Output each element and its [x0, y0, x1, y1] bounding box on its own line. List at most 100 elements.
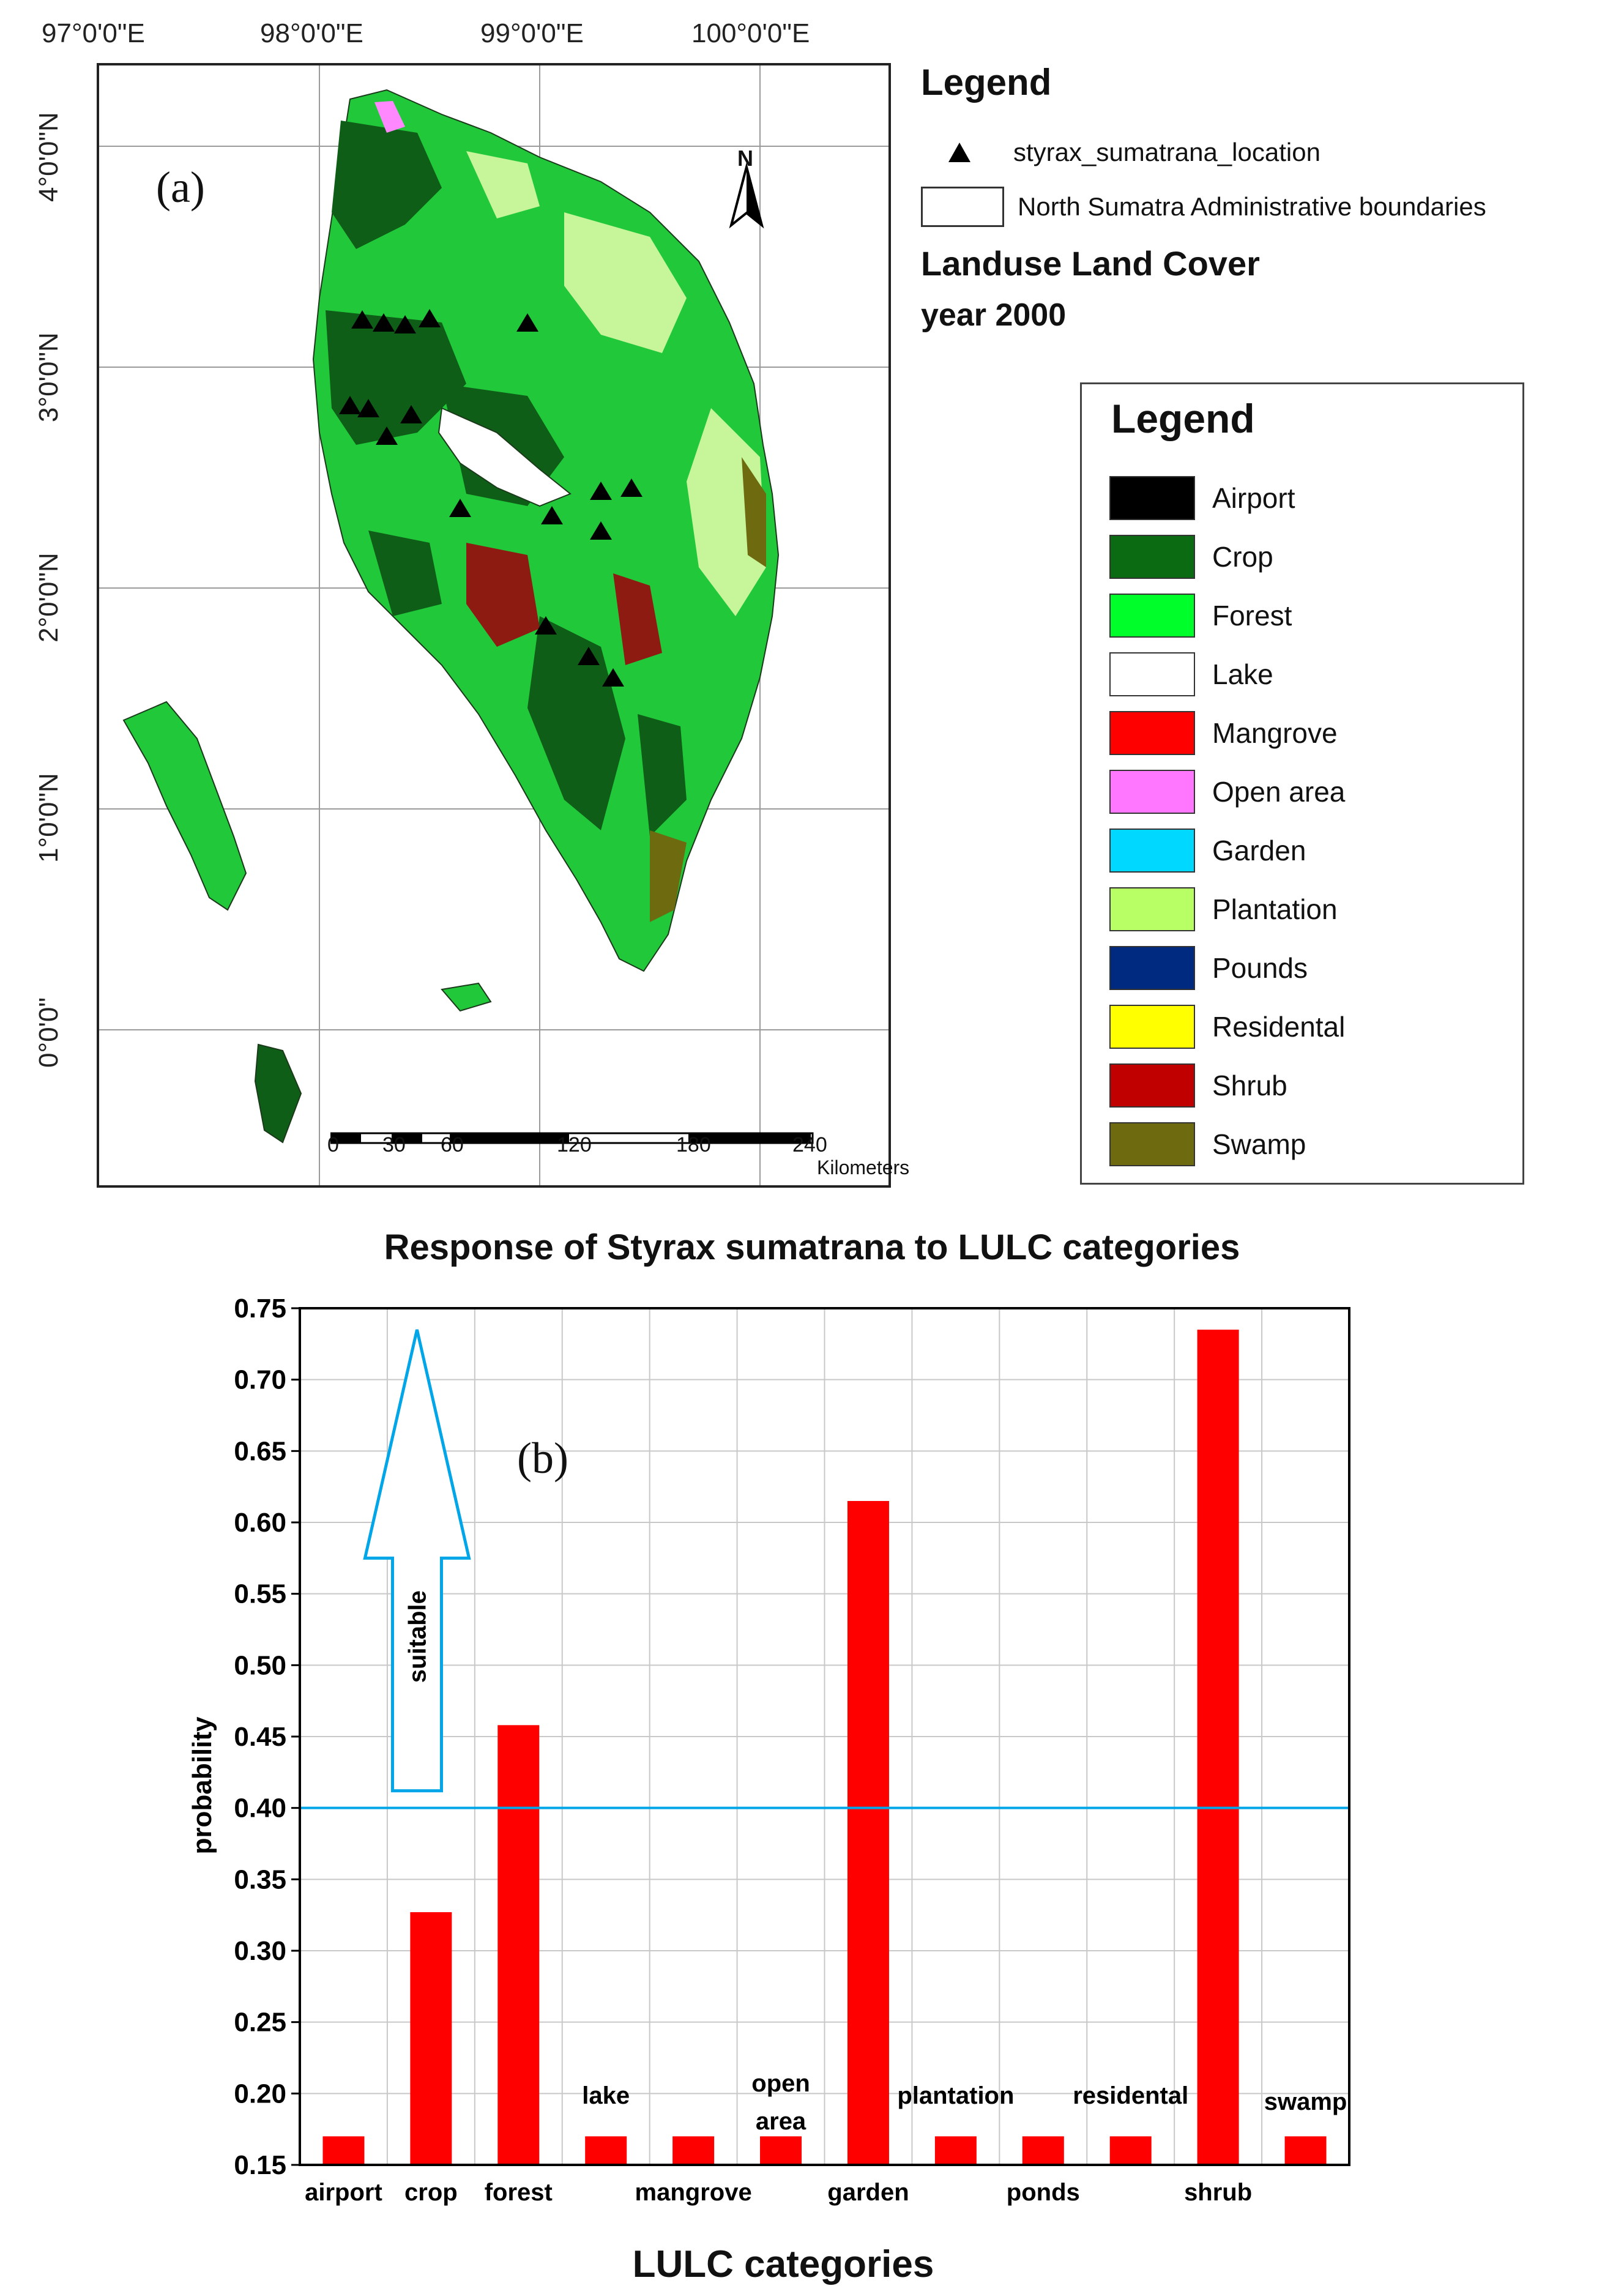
class-label: Swamp [1212, 1128, 1306, 1160]
lat-label-4n: 4°0'0"N [34, 112, 64, 202]
y-tick-label: 0.45 [234, 1722, 286, 1752]
bar-chart: 0.15 0.20 0.25 0.30 0.35 0.40 0.45 0.50 0.55 0.60… [187, 1294, 1350, 2206]
y-tick-label: 0.50 [234, 1650, 286, 1680]
species-location-markers [339, 309, 643, 687]
plantation-patches [466, 151, 766, 616]
suitable-arrow-icon: suitable [363, 1329, 471, 1793]
bar-plantation [934, 2136, 977, 2165]
class-legend-item: Garden [1109, 827, 1306, 873]
class-label: Lake [1212, 658, 1273, 690]
class-label: Residental [1212, 1010, 1346, 1043]
class-swatch [1109, 652, 1195, 696]
class-legend-item: Open area [1109, 769, 1345, 814]
plot-border [299, 1307, 1350, 2166]
y-tick-label: 0.65 [234, 1436, 286, 1466]
x-tick-label: forest [485, 2179, 553, 2206]
class-legend-item: Residental [1109, 1004, 1345, 1049]
class-legend: Legend Airport Crop Forest Lake Mangrove Open… [1080, 382, 1524, 1185]
x-tick-label: crop [404, 2179, 458, 2206]
map-canvas [99, 65, 888, 1185]
bar-garden [847, 1501, 889, 2165]
y-tick-label: 0.15 [234, 2150, 286, 2180]
x-tick-label: mangrove [635, 2179, 752, 2206]
annotation-suitable: suitable [404, 1590, 431, 1683]
north-label: N [737, 146, 753, 171]
class-label: Pounds [1212, 951, 1308, 984]
map-frame [97, 63, 891, 1188]
legend-boundary-label: North Sumatra Administrative boundaries [1018, 192, 1486, 221]
scale-units: Kilometers [817, 1156, 910, 1179]
class-swatch [1109, 887, 1195, 931]
bar-airport [322, 2136, 365, 2165]
class-swatch [1109, 1122, 1195, 1166]
class-swatch [1109, 710, 1195, 755]
y-tick-label: 0.70 [234, 1365, 286, 1395]
chart-title: Response of Styrax sumatrana to LULC cat… [384, 1227, 1240, 1267]
scale-tick-120: 120 [557, 1133, 592, 1156]
triangle-marker-icon [948, 143, 970, 162]
arrow-up-icon [363, 1329, 471, 1793]
x-tick-label: ponds [1007, 2179, 1080, 2206]
bar-open-area [760, 2136, 802, 2165]
scale-tick-0: 0 [327, 1133, 339, 1156]
bar-lake [585, 2136, 627, 2165]
chart-bars [322, 1330, 1327, 2165]
scale-bar [330, 1132, 814, 1144]
southern-islands [254, 1043, 302, 1144]
panel-a-label: (a) [156, 163, 205, 212]
scale-tick-180: 180 [676, 1133, 711, 1156]
y-tick-label: 0.25 [234, 2008, 286, 2038]
class-legend-item: Shrub [1109, 1062, 1287, 1108]
y-tick-label: 0.30 [234, 1936, 286, 1966]
class-swatch [1109, 475, 1195, 520]
x-tick-label: shrub [1184, 2179, 1252, 2206]
y-tick-label: 0.40 [234, 1793, 286, 1823]
legend-boundary-entry: North Sumatra Administrative boundaries [921, 187, 1486, 227]
lat-label-1n: 1°0'0"N [34, 773, 64, 863]
lon-label-99: 99°0'0"E [480, 18, 584, 48]
y-tick-label: 0.60 [234, 1508, 286, 1538]
class-label: Open area [1212, 775, 1346, 808]
x-tick-label: airport [305, 2179, 382, 2206]
lat-label-3n: 3°0'0"N [34, 332, 64, 422]
class-swatch [1109, 1004, 1195, 1049]
class-legend-title: Legend [1111, 396, 1255, 441]
class-label: Forest [1212, 599, 1292, 631]
class-legend-item: Forest [1109, 592, 1292, 638]
class-swatch [1109, 828, 1195, 873]
y-tick-label: 0.75 [234, 1294, 286, 1324]
bar-ponds [1022, 2136, 1064, 2165]
x-tick-label: residental [1073, 2082, 1188, 2109]
lulc-year: year 2000 [921, 297, 1067, 333]
legend-location-entry: styrax_sumatrana_location [948, 138, 1320, 167]
bar-forest [497, 1725, 540, 2165]
lake-toba [438, 407, 572, 507]
x-tick-labels: airport crop forest lake mangrove open area gar… [305, 2070, 1347, 2206]
scale-tick-240: 240 [792, 1133, 827, 1156]
class-swatch [1109, 593, 1195, 638]
class-swatch [1109, 534, 1195, 579]
north-arrow-icon [729, 162, 764, 229]
scale-tick-60: 60 [441, 1133, 464, 1156]
class-legend-item: Lake [1109, 651, 1273, 697]
class-legend-item: Mangrove [1109, 710, 1338, 756]
class-label: Crop [1212, 540, 1273, 573]
y-axis-label: probability [187, 1716, 217, 1854]
x-tick-label: open area [751, 2070, 810, 2135]
class-label: Shrub [1212, 1069, 1287, 1101]
legend-location-label: styrax_sumatrana_location [1013, 138, 1320, 166]
y-tick-label: 0.55 [234, 1579, 286, 1609]
scale-tick-30: 30 [382, 1133, 406, 1156]
y-tick-labels: 0.15 0.20 0.25 0.30 0.35 0.40 0.45 0.50 0.55 0.60… [234, 1294, 300, 2180]
bar-swamp [1284, 2136, 1327, 2165]
lat-label-2n: 2°0'0"N [34, 553, 64, 642]
lon-label-97: 97°0'0"E [42, 18, 145, 48]
bar-residental [1109, 2136, 1152, 2165]
class-swatch [1109, 769, 1195, 814]
class-legend-item: Pounds [1109, 945, 1308, 991]
shrub-swamp-patches [374, 101, 766, 922]
bar-crop [410, 1912, 452, 2165]
x-tick-label: lake [582, 2082, 630, 2109]
lulc-title: Landuse Land Cover [921, 244, 1260, 283]
class-label: Plantation [1212, 893, 1338, 925]
